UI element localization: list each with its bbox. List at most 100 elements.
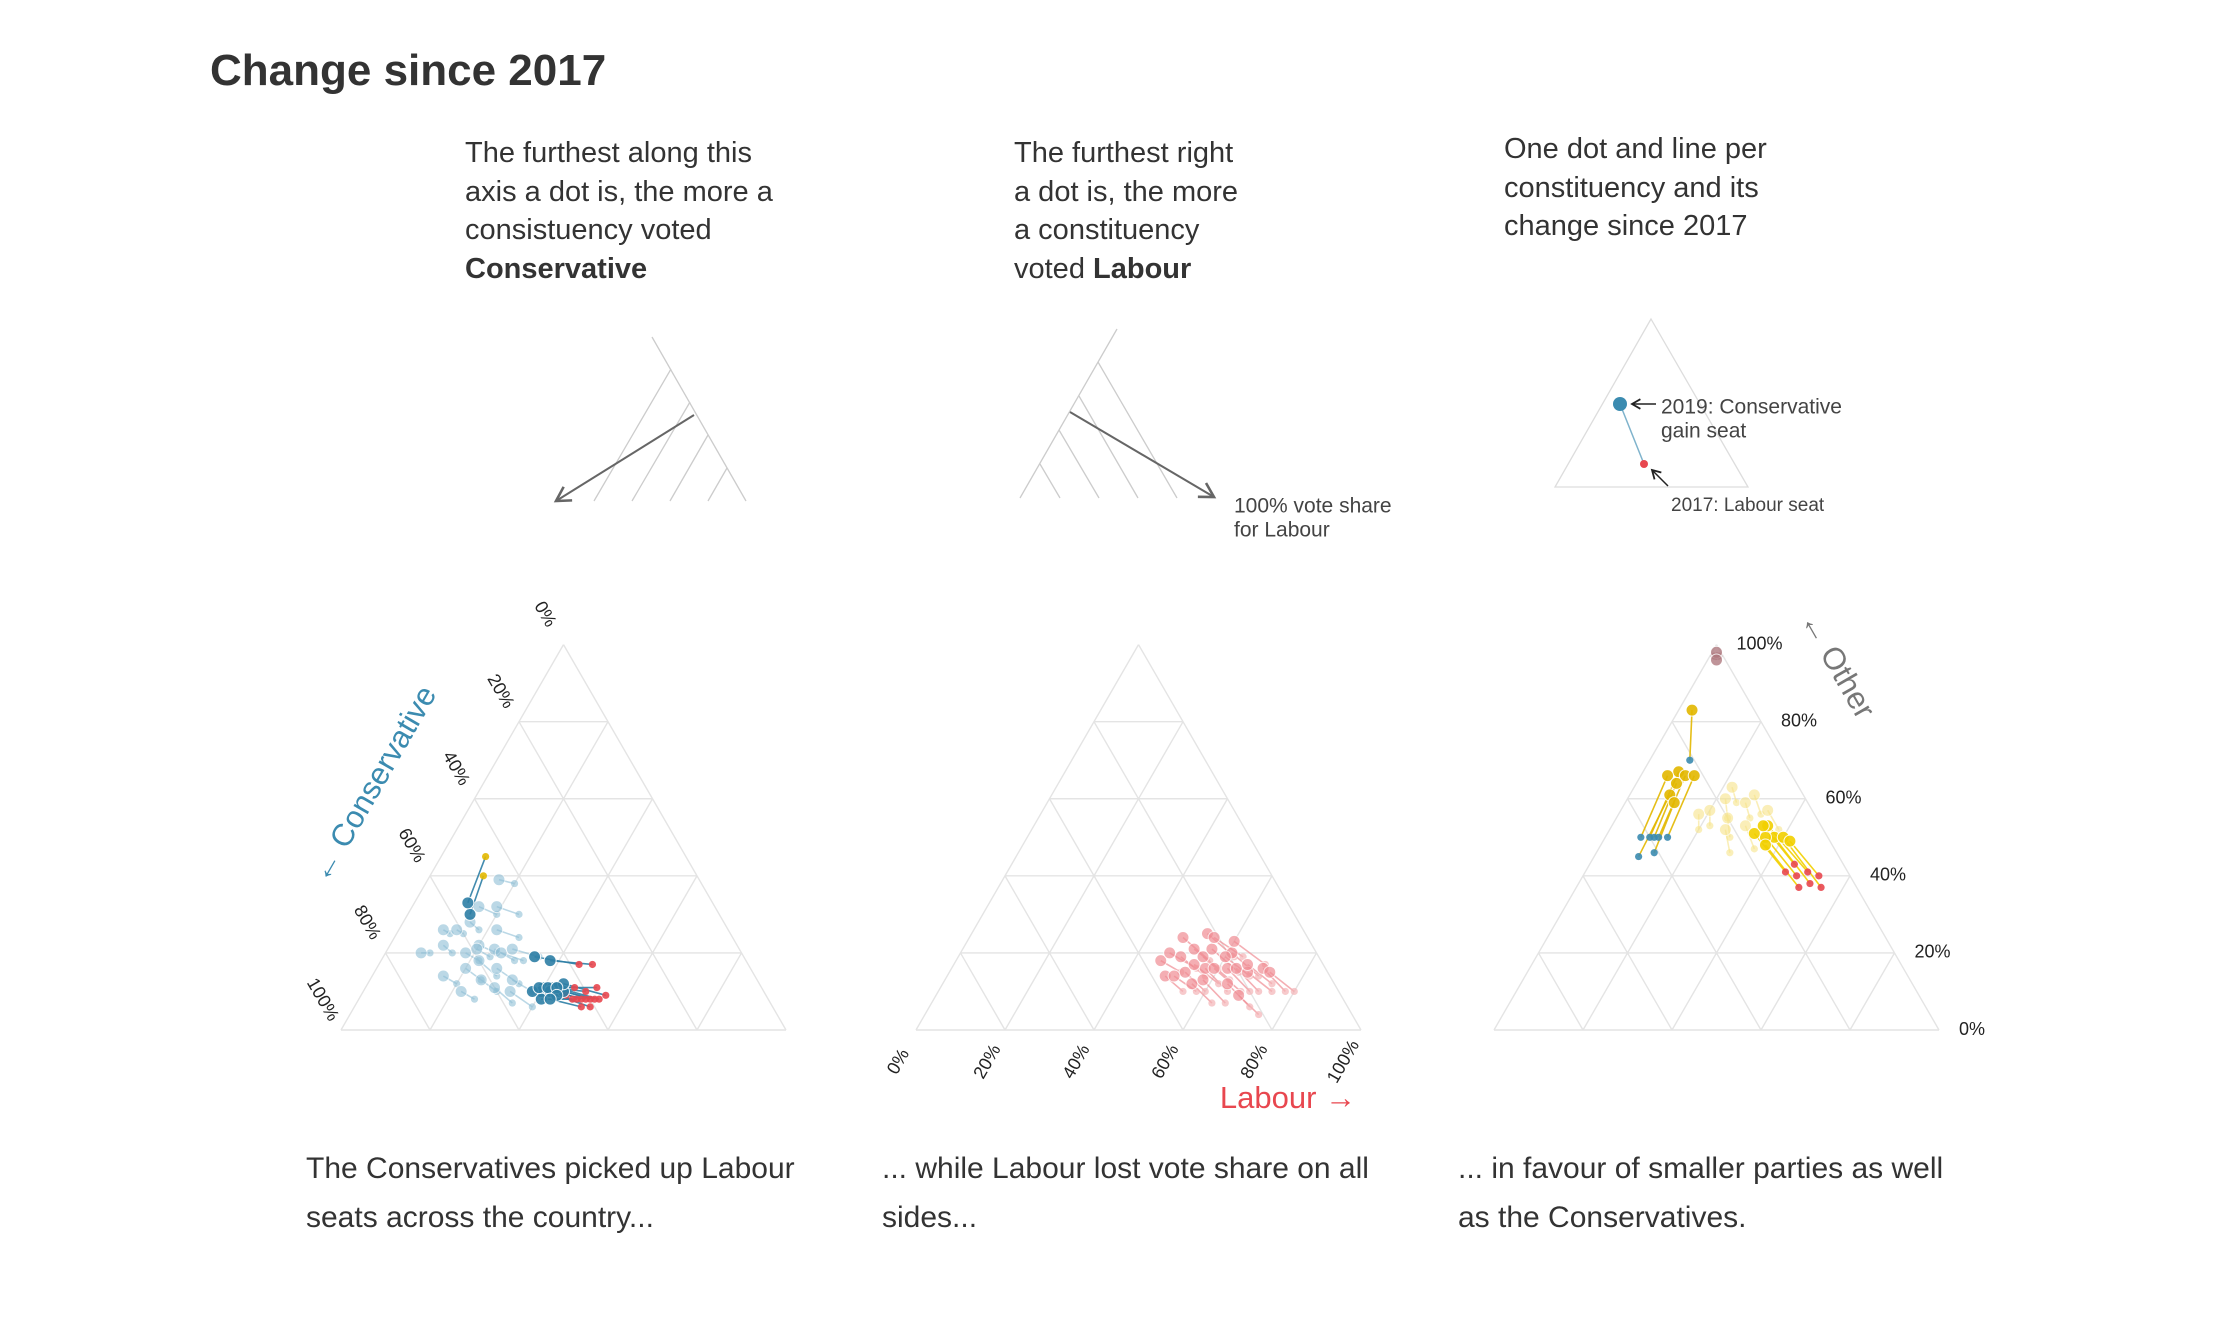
dot-2019 xyxy=(472,954,486,968)
dot-2019 xyxy=(1692,807,1706,821)
grid-line xyxy=(1849,952,1896,1031)
dot-2017 xyxy=(448,949,456,957)
ternary-chart: 0% 20% 40% 60% 80% 100% ← Other xyxy=(1493,605,1985,1039)
dot-2019 xyxy=(461,896,475,910)
dot-2019 xyxy=(459,961,473,975)
dot-2017 xyxy=(508,999,516,1007)
tick-label: 0% xyxy=(530,598,560,631)
grid-line xyxy=(959,952,1006,1031)
dot-2019 xyxy=(414,946,428,960)
explainer-line: axis a dot is, the more a xyxy=(465,175,773,208)
explainer: The furthest right a dot is, the more a … xyxy=(1014,134,1238,288)
dot-2017 xyxy=(1246,1003,1254,1011)
change-line xyxy=(467,856,487,904)
dot-2017 xyxy=(602,991,610,999)
dot-2017 xyxy=(1781,868,1790,876)
diagram-annotation: 2017: Labour seat xyxy=(1671,495,1825,516)
dot-2019 xyxy=(474,973,488,987)
dot-2019 xyxy=(1229,961,1243,975)
tick-label: 60% xyxy=(1147,1041,1182,1082)
dot-2019 xyxy=(436,923,450,937)
axis-label: ← Other xyxy=(1794,605,1883,724)
grid-line xyxy=(1048,798,1184,1031)
dot-2017 xyxy=(1221,999,1229,1007)
dot-2017 xyxy=(1290,987,1298,996)
dot-2019 xyxy=(1761,803,1775,817)
dot-2017 xyxy=(1726,849,1734,857)
tick-label: 0% xyxy=(883,1045,913,1078)
dot-2017 xyxy=(1806,879,1814,888)
dot-2019 xyxy=(490,961,504,975)
explainer: The furthest along this axis a dot is, t… xyxy=(465,134,773,288)
dot-2017 xyxy=(1268,987,1276,996)
grid-line xyxy=(915,644,1140,1031)
dot-2019 xyxy=(1661,769,1675,783)
diagram-conservative xyxy=(553,336,747,503)
dot-2017 xyxy=(1695,825,1703,834)
dot-2017 xyxy=(1201,987,1209,996)
grid-line xyxy=(1582,875,1673,1031)
dot-2017 xyxy=(1255,1010,1263,1019)
dot-2019 xyxy=(1725,780,1739,794)
dot-2017 xyxy=(1706,822,1714,830)
change-line xyxy=(1637,794,1671,857)
explainer-line: The furthest right xyxy=(1014,137,1234,169)
dot-2019 xyxy=(1154,954,1168,968)
dot-2019 xyxy=(454,984,468,998)
dot-2019 xyxy=(1207,961,1221,975)
grid-line xyxy=(607,875,698,1031)
grid-line xyxy=(1093,798,1229,1031)
dot-2017 xyxy=(1817,883,1825,892)
dot-2017 xyxy=(571,984,579,992)
ternary-chart: 0%20%40%60%80%100%← Conservative xyxy=(303,598,787,1031)
change-line xyxy=(1640,775,1669,838)
dot-2019 xyxy=(436,938,450,952)
caption-line: as the Conservatives. xyxy=(1458,1201,1747,1234)
ternary-chart: 0% 20% 40% 60% 80% 100%Labour → xyxy=(883,644,1363,1115)
dot-2019 xyxy=(1176,931,1190,945)
dot-2019 xyxy=(494,946,508,960)
dot-2019 xyxy=(543,992,557,1006)
dot-2019 xyxy=(1710,653,1723,667)
tick-label: 40% xyxy=(1870,865,1906,885)
tick-label: 100% xyxy=(303,974,343,1024)
dot-2019 xyxy=(1174,950,1188,964)
grid-line xyxy=(384,952,431,1031)
explainer-bold: Labour xyxy=(1093,252,1192,285)
dot-2019 xyxy=(470,942,484,956)
grid-line xyxy=(1493,644,1718,1031)
dot-2017 xyxy=(1650,833,1658,841)
dot-2017 xyxy=(1246,987,1254,996)
dot-2017 xyxy=(1637,833,1645,841)
dot-2019 xyxy=(1703,803,1717,817)
dot-2017 xyxy=(577,1003,585,1011)
caption-line: seats across the country... xyxy=(306,1201,654,1234)
dot-2019 xyxy=(436,969,450,983)
grid-line xyxy=(696,952,743,1031)
dot-2017 xyxy=(1804,868,1812,876)
dot-2017 xyxy=(470,995,479,1003)
dot-2019 xyxy=(505,942,519,956)
dot-2017 xyxy=(1268,980,1276,988)
tick-label: 40% xyxy=(1058,1041,1093,1082)
caption: ... in favour of smaller parties as well… xyxy=(1458,1144,1943,1242)
grid-line xyxy=(1537,952,1584,1031)
dot-2019 xyxy=(490,923,504,937)
dot-2017 xyxy=(515,933,523,942)
explainer: One dot and line per constituency and it… xyxy=(1504,130,1767,246)
dot-2019 xyxy=(1738,796,1752,810)
dot-2019 xyxy=(1187,942,1201,956)
caption-line: sides... xyxy=(882,1201,978,1234)
dot-2019 xyxy=(1232,988,1246,1002)
dot-2019 xyxy=(1185,977,1199,991)
change-line xyxy=(1764,844,1800,888)
tick-label: 40% xyxy=(439,748,474,789)
dot-2017 xyxy=(479,872,487,880)
tick-label: 20% xyxy=(969,1041,1004,1082)
dots-2019 xyxy=(414,873,570,1006)
grid-line xyxy=(340,644,565,1031)
dot-2017 xyxy=(1179,987,1187,996)
dot-2019 xyxy=(488,981,502,995)
dot-2019 xyxy=(1187,957,1201,971)
